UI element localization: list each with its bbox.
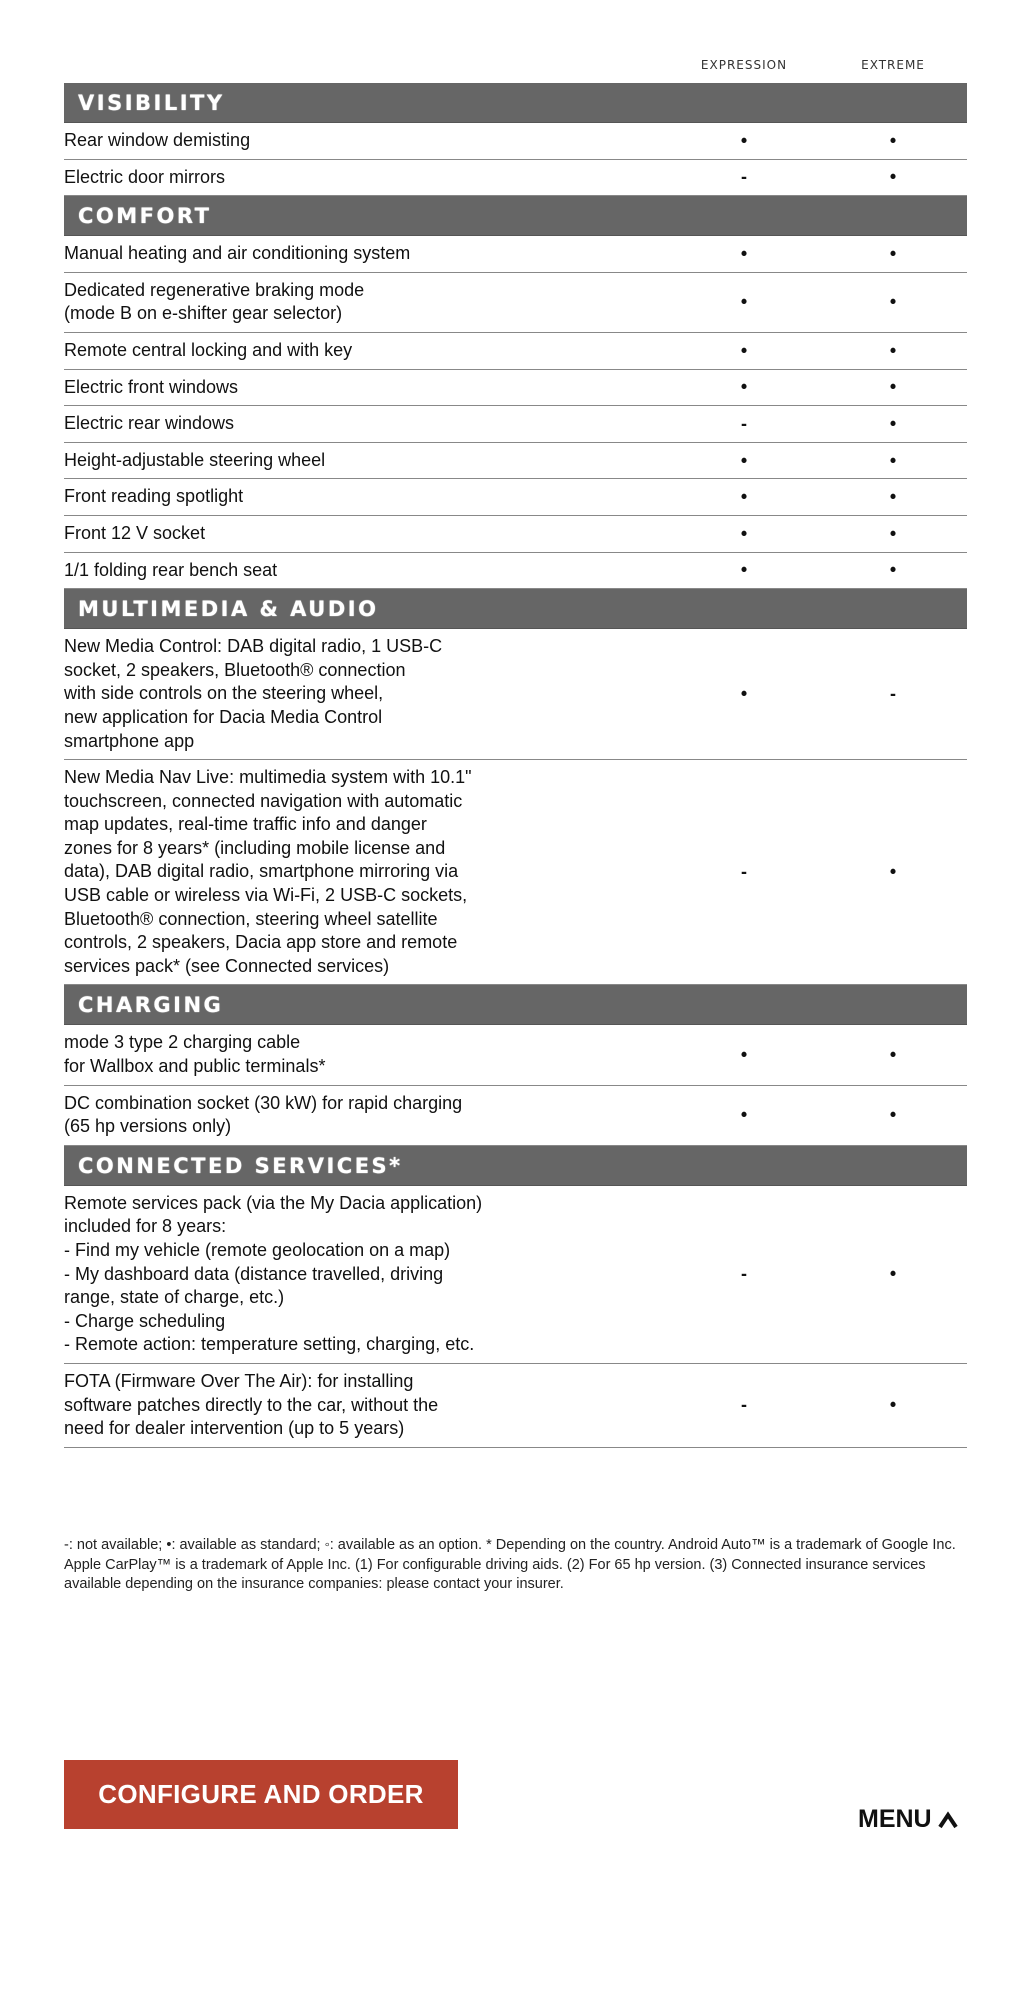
section-title: COMFORT bbox=[78, 204, 212, 229]
feature-label: mode 3 type 2 charging cable for Wallbox… bbox=[64, 1032, 326, 1077]
section-title: MULTIMEDIA & AUDIO bbox=[78, 597, 379, 622]
expression-availability: • bbox=[740, 683, 748, 704]
chevron-up-icon bbox=[937, 1810, 958, 1828]
column-header-expression: EXPRESSION bbox=[700, 58, 788, 72]
feature-label: Remote central locking and with key bbox=[64, 339, 353, 360]
extreme-availability: • bbox=[889, 1044, 897, 1065]
extreme-availability: • bbox=[889, 291, 897, 312]
extreme-availability: • bbox=[889, 559, 897, 580]
menu-label: MENU bbox=[858, 1805, 932, 1833]
feature-label: Electric door mirrors bbox=[64, 166, 226, 187]
extreme-availability: • bbox=[889, 523, 897, 544]
feature-label: 1/1 folding rear bench seat bbox=[64, 559, 278, 580]
expression-availability: • bbox=[740, 486, 748, 507]
expression-availability: • bbox=[740, 340, 748, 361]
extreme-availability: • bbox=[889, 450, 897, 471]
expression-availability: • bbox=[740, 450, 748, 471]
extreme-availability: - bbox=[890, 683, 896, 704]
extreme-availability: • bbox=[889, 340, 897, 361]
extreme-availability: • bbox=[889, 861, 897, 882]
table-row: Remote services pack (via the My Dacia a… bbox=[64, 1186, 967, 1364]
table-row: Electric front windows • • bbox=[64, 370, 967, 407]
extreme-availability: • bbox=[889, 486, 897, 507]
feature-label: Front reading spotlight bbox=[64, 486, 244, 507]
section-header: MULTIMEDIA & AUDIO bbox=[64, 589, 967, 630]
feature-label: New Media Nav Live: multimedia system wi… bbox=[64, 767, 472, 976]
expression-availability: • bbox=[740, 376, 748, 397]
table-row: Dedicated regenerative braking mode (mod… bbox=[64, 273, 967, 333]
section-header: COMFORT bbox=[64, 196, 967, 237]
expression-availability: - bbox=[741, 1394, 747, 1415]
expression-availability: • bbox=[740, 523, 748, 544]
table-row: New Media Nav Live: multimedia system wi… bbox=[64, 760, 967, 986]
extreme-availability: • bbox=[889, 1394, 897, 1415]
feature-label: DC combination socket (30 kW) for rapid … bbox=[64, 1092, 463, 1137]
feature-label: Electric front windows bbox=[64, 376, 239, 397]
extreme-availability: • bbox=[889, 376, 897, 397]
table-row: Electric door mirrors - • bbox=[64, 160, 967, 197]
equipment-table: VISIBILITY Rear window demisting • • Electri… bbox=[64, 83, 967, 1448]
expression-availability: - bbox=[741, 166, 747, 187]
section-title: VISIBILITY bbox=[78, 91, 225, 115]
feature-label: FOTA (Firmware Over The Air): for instal… bbox=[64, 1370, 439, 1439]
expression-availability: • bbox=[740, 1104, 748, 1125]
table-row: 1/1 folding rear bench seat • • bbox=[64, 553, 967, 590]
expression-availability: - bbox=[741, 861, 747, 882]
column-headers: EXPRESSION EXTREME bbox=[64, 58, 967, 78]
feature-label: Dedicated regenerative braking mode (mod… bbox=[64, 279, 365, 324]
table-row: mode 3 type 2 charging cable for Wallbox… bbox=[64, 1025, 967, 1086]
table-row: DC combination socket (30 kW) for rapid … bbox=[64, 1086, 967, 1146]
table-row: Front reading spotlight • • bbox=[64, 479, 967, 516]
feature-label: Electric rear windows bbox=[64, 413, 235, 434]
expression-availability: • bbox=[740, 243, 748, 264]
expression-availability: • bbox=[740, 130, 748, 151]
feature-label: Manual heating and air conditioning syst… bbox=[64, 243, 411, 264]
section-title: CHARGING bbox=[78, 993, 224, 1018]
extreme-availability: • bbox=[889, 243, 897, 264]
expression-availability: • bbox=[740, 559, 748, 580]
extreme-availability: • bbox=[889, 166, 897, 187]
extreme-availability: • bbox=[889, 1104, 897, 1125]
table-row: Manual heating and air conditioning syst… bbox=[64, 236, 967, 273]
expression-availability: - bbox=[741, 1263, 747, 1284]
feature-label: Rear window demisting bbox=[64, 130, 251, 150]
section-header: VISIBILITY bbox=[64, 83, 967, 123]
section-header: CHARGING bbox=[64, 985, 967, 1026]
extreme-availability: • bbox=[889, 130, 897, 151]
table-row: New Media Control: DAB digital radio, 1 … bbox=[64, 629, 967, 761]
expression-availability: - bbox=[741, 413, 747, 434]
table-row: Rear window demisting • • bbox=[64, 123, 967, 160]
column-header-extreme: EXTREME bbox=[861, 58, 925, 72]
feature-label: New Media Control: DAB digital radio, 1 … bbox=[64, 636, 443, 751]
expression-availability: • bbox=[740, 1044, 748, 1065]
table-row: Height-adjustable steering wheel • • bbox=[64, 443, 967, 480]
extreme-availability: • bbox=[889, 413, 897, 434]
table-row: Remote central locking and with key • • bbox=[64, 333, 967, 370]
expression-availability: • bbox=[740, 291, 748, 312]
configure-and-order-button[interactable]: CONFIGURE AND ORDER bbox=[64, 1760, 458, 1829]
feature-label: Front 12 V socket bbox=[64, 522, 206, 543]
table-row: Front 12 V socket • • bbox=[64, 516, 967, 553]
section-title: CONNECTED SERVICES* bbox=[78, 1153, 403, 1178]
table-row: FOTA (Firmware Over The Air): for instal… bbox=[64, 1364, 967, 1448]
feature-label: Remote services pack (via the My Dacia a… bbox=[64, 1192, 483, 1355]
menu-button[interactable]: MENU bbox=[858, 1805, 968, 1834]
feature-label: Height-adjustable steering wheel bbox=[64, 449, 326, 470]
extreme-availability: • bbox=[889, 1263, 897, 1284]
table-row: Electric rear windows - • bbox=[64, 406, 967, 443]
footnote: -: not available; •: available as standa… bbox=[64, 1537, 956, 1592]
section-header: CONNECTED SERVICES* bbox=[64, 1145, 967, 1186]
